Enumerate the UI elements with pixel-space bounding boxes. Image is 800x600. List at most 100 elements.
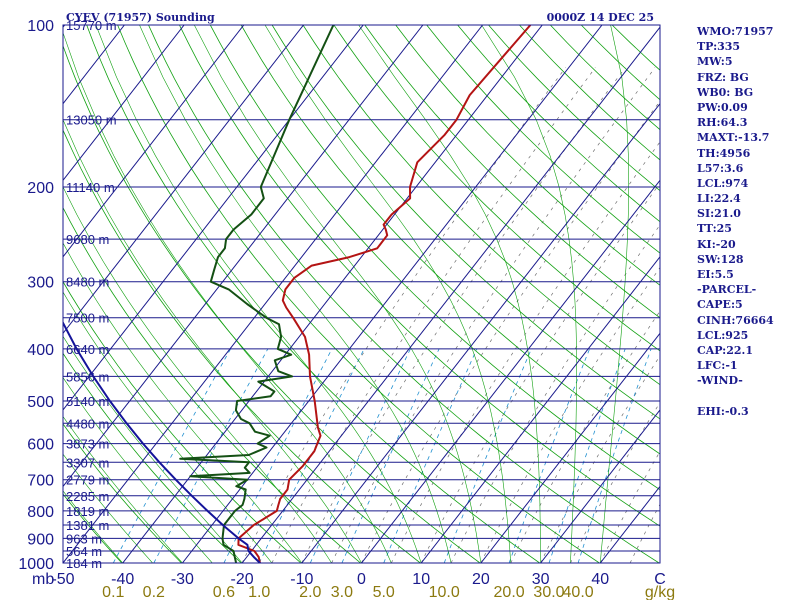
dry-adiabat-453 — [550, 25, 660, 131]
pressure-tick-label: 500 — [27, 394, 54, 411]
index-item: -PARCEL- — [697, 283, 757, 297]
parcel-line — [63, 320, 261, 563]
mixing-ratio-line-10 — [443, 348, 532, 563]
index-item: CAP:22.1 — [697, 343, 754, 357]
isotherm--90 — [63, 25, 245, 258]
height-label: 9680 m — [66, 232, 109, 247]
mixing-ratio-axis-labels: 0.1 0.2 0.6 1.0 2.0 3.0 5.0 10.0 20.0 30.040.0 g/k… — [102, 584, 675, 600]
index-item — [697, 389, 797, 404]
index-item: LI:22.4 — [697, 192, 741, 206]
saturation-guide-lines — [241, 67, 660, 563]
height-label: 1819 m — [66, 504, 109, 519]
isotherm--50 — [63, 25, 483, 563]
height-labels: 15770 m 13050 m 11140 m 9680 m 8480 m 7500 m 6… — [66, 18, 117, 571]
pressure-tick-label: 300 — [27, 275, 54, 292]
temperature-unit-label: C — [654, 571, 666, 588]
dry-adiabats — [63, 25, 660, 563]
guide-line--5 — [331, 67, 656, 563]
mixing-ratio-tick-label: 2.0 — [299, 584, 321, 600]
index-item: EI:5.5 — [697, 268, 734, 281]
isobars — [63, 24, 660, 564]
plot-frame — [62, 24, 661, 564]
dry-adiabat-263 — [63, 280, 302, 563]
height-label: 8480 m — [66, 275, 109, 290]
index-item: FRZ: BG — [697, 70, 749, 84]
index-item: MAXT:-13.7 — [697, 131, 770, 145]
sounding-profiles — [63, 25, 532, 563]
dry-adiabat-343 — [209, 25, 660, 491]
height-label: 11140 m — [66, 180, 115, 195]
temperature-line — [237, 25, 532, 563]
index-item: WMO:71957 — [697, 25, 774, 38]
pressure-unit-label: mb — [32, 571, 54, 588]
dry-adiabat-413 — [426, 25, 660, 254]
dry-adiabat-293 — [63, 44, 481, 563]
index-item: SI:21.0 — [697, 207, 741, 221]
mixing-ratio-tick-label: 30.0 — [533, 584, 564, 600]
dry-adiabat-443 — [519, 25, 660, 161]
isotherm-10 — [420, 256, 660, 563]
pressure-tick-label: 700 — [27, 473, 54, 490]
guide-line-45 — [629, 503, 660, 563]
isotherm--100 — [63, 25, 185, 182]
temperature-tick-label: -50 — [51, 571, 74, 588]
index-item: CAPE:5 — [697, 298, 743, 312]
isotherm--40 — [122, 25, 543, 563]
index-item: RH:64.3 — [697, 116, 748, 130]
mixing-ratio-tick-label: 0.6 — [213, 584, 235, 600]
moist-adiabat-40 — [600, 25, 630, 563]
isotherm--80 — [63, 25, 304, 335]
index-item: SW:128 — [697, 252, 744, 266]
height-label: 13050 m — [66, 113, 117, 128]
guide-line--15 — [271, 67, 596, 563]
mixing-ratio-tick-label: 0.2 — [143, 584, 165, 600]
temperature-tick-label: 0 — [357, 571, 366, 588]
height-label: 2779 m — [66, 473, 109, 488]
height-label: 564 m — [66, 544, 102, 559]
sounding-indices: WMO:71957 TP:335 MW:5 FRZ: BG WB0: BG PW:0.09… — [697, 24, 797, 419]
dry-adiabat-393 — [364, 25, 660, 319]
moist-adiabat-30 — [358, 25, 541, 563]
mixing-ratio-tick-label: 1.0 — [248, 584, 270, 600]
station-title: CYEV (71957) Sounding — [66, 11, 215, 24]
index-item: TT:25 — [697, 222, 732, 236]
mixing-ratio-tick-label: 0.1 — [102, 584, 124, 600]
guide-line-35 — [570, 401, 660, 563]
mixing-ratio-line-5 — [383, 348, 478, 563]
index-item: -WIND- — [697, 374, 743, 388]
pressure-tick-label: 600 — [27, 437, 54, 454]
mixing-ratio-tick-label: 20.0 — [494, 584, 525, 600]
guide-line-25 — [510, 310, 660, 563]
guide-line-20 — [480, 266, 660, 563]
guide-line-15 — [450, 224, 660, 563]
valid-time: 0000Z 14 DEC 25 — [547, 11, 654, 24]
isotherm--20 — [241, 26, 660, 563]
dry-adiabat-273 — [63, 206, 361, 563]
height-label: 2285 m — [66, 489, 109, 504]
mixing-ratio-tick-label: 10.0 — [429, 584, 460, 600]
dry-adiabat-333 — [179, 25, 660, 527]
isotherm--10 — [301, 102, 660, 563]
isotherm--30 — [182, 25, 603, 563]
temperature-tick-label: -30 — [171, 571, 194, 588]
mixing-ratio-lines — [112, 348, 652, 563]
height-label: 5140 m — [66, 394, 109, 409]
pressure-tick-label: 100 — [27, 18, 54, 35]
pressure-tick-label: 800 — [27, 504, 54, 521]
dry-adiabat-283 — [63, 129, 421, 563]
mixing-ratio-tick-label: 5.0 — [373, 584, 395, 600]
isotherms — [0, 25, 660, 563]
pressure-tick-label: 1000 — [18, 556, 54, 573]
temperature-axis-labels: -50 -40 -30 -20 -10 0 10 20 30 40 C — [51, 571, 665, 588]
pressure-tick-label: 200 — [27, 180, 54, 197]
isotherm--130 — [0, 25, 5, 563]
mixing-ratio-line-40 — [577, 348, 652, 563]
dry-adiabat-433 — [488, 25, 660, 192]
dry-adiabat-253 — [63, 352, 242, 563]
moist-adiabat-25 — [264, 25, 512, 563]
moist-adiabat-10 — [95, 25, 422, 563]
index-item: LCL:925 — [697, 328, 749, 342]
temperature-tick-label: -20 — [231, 571, 254, 588]
